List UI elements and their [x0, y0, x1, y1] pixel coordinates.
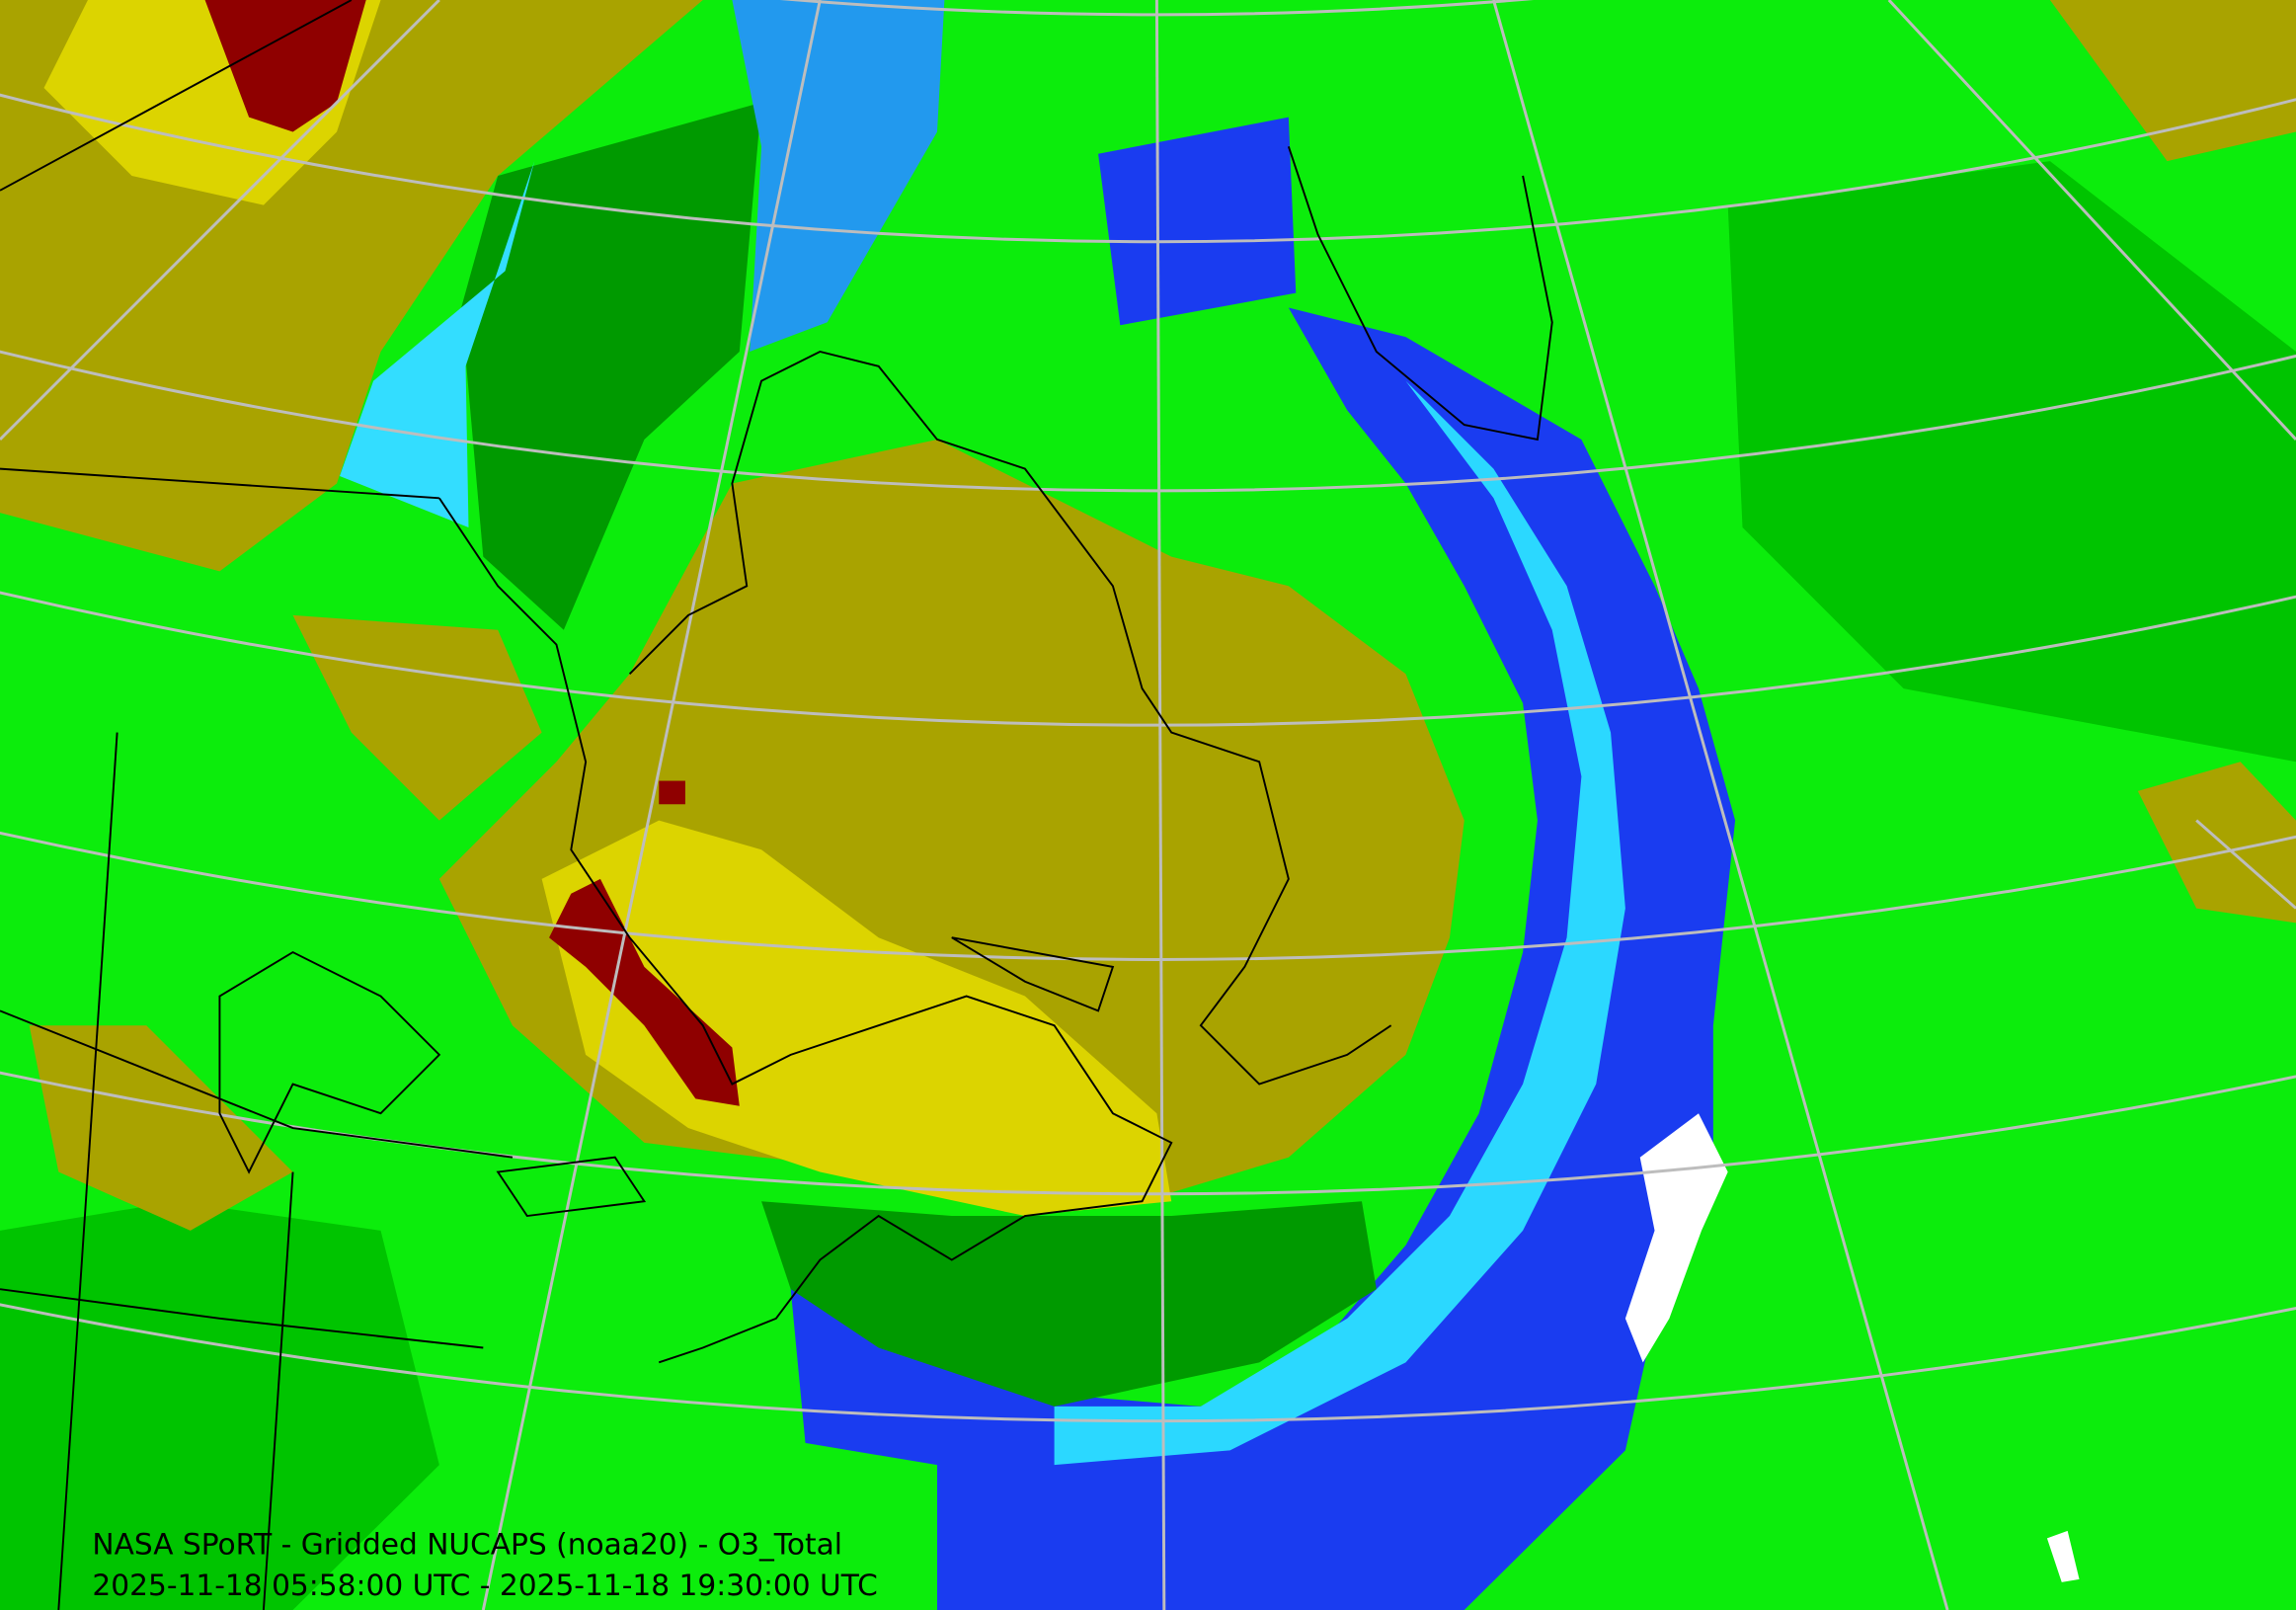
coastlines — [0, 0, 1553, 1610]
longitude-line — [1492, 0, 1949, 1610]
coastline — [1287, 146, 1553, 442]
great-lakes — [496, 1156, 647, 1218]
field-dark-green — [461, 102, 762, 630]
field-mid-green — [1727, 161, 2296, 763]
coastline — [438, 497, 1173, 1364]
field-olive — [2137, 762, 2296, 924]
field-white — [2046, 1530, 2080, 1582]
field-cyan-band — [1054, 337, 1625, 1466]
field-yellow — [541, 820, 1172, 1217]
longitude-line — [481, 0, 822, 1610]
coastline — [628, 350, 1392, 1086]
field-olive — [29, 1025, 293, 1231]
field-blue — [1098, 117, 1297, 326]
field-dark-green — [761, 1201, 1377, 1407]
border — [0, 0, 439, 500]
caption-title: NASA SPoRT - Gridded NUCAPS (noaa20) - O… — [92, 1527, 842, 1562]
longitude-line — [0, 0, 440, 441]
field-olive — [292, 614, 542, 821]
field-cyan — [340, 161, 535, 527]
field-dark-red — [204, 0, 366, 132]
longitude-line — [1154, 0, 1166, 1610]
field-olive — [2049, 0, 2296, 162]
longitude-line — [2195, 819, 2296, 910]
field-white — [1624, 1113, 1728, 1363]
field-cyan-blue — [732, 0, 945, 352]
great-lakes — [218, 950, 441, 1174]
field-dark-red — [549, 878, 740, 1106]
caption-time-range: 2025-11-18 05:58:00 UTC - 2025-11-18 19:… — [92, 1568, 877, 1602]
longitude-line — [1887, 0, 2296, 441]
field-blue-band — [790, 307, 1736, 1610]
border — [0, 732, 514, 1610]
lake — [951, 936, 1115, 1012]
field-dark-red — [659, 780, 685, 805]
